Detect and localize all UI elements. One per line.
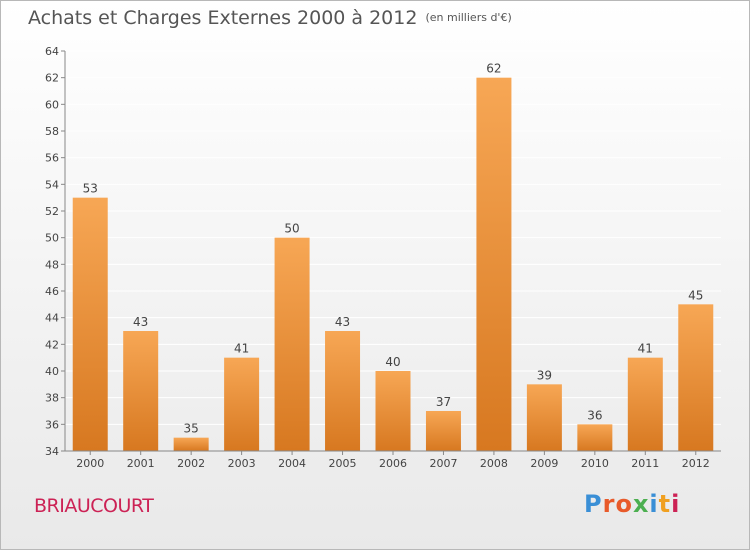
bar-2003 [224,357,260,451]
y-tick-label: 36 [45,418,59,431]
logo-letter: i [671,490,681,518]
x-tick-label: 2004 [278,457,306,470]
title-text: Achats et Charges Externes 2000 à 2012 [28,7,418,29]
x-tick-label: 2002 [177,457,205,470]
data-label: 53 [83,182,98,196]
data-label: 41 [638,342,653,356]
data-label: 43 [335,315,350,329]
y-tick-label: 52 [45,205,59,218]
y-tick-label: 54 [45,178,59,191]
bar-2005 [325,331,361,451]
data-label: 45 [688,288,703,302]
logo-letter: x [632,490,650,518]
data-label: 62 [486,62,501,76]
x-tick-label: 2006 [379,457,407,470]
bar-2009 [526,384,562,451]
x-tick-label: 2009 [530,457,558,470]
commune-name: BRIAUCOURT [34,495,154,517]
data-label: 41 [234,342,249,356]
x-tick-label: 2000 [76,457,104,470]
chart-title: Achats et Charges Externes 2000 à 2012 (e… [28,7,512,29]
bar-2002 [173,437,209,451]
data-label: 50 [284,222,299,236]
data-label: 36 [587,408,602,422]
data-label: 37 [436,395,451,409]
logo-letter: t [658,490,672,518]
x-tick-label: 2001 [127,457,155,470]
chart-subtitle: (en milliers d'€) [425,11,512,24]
x-tick-label: 2008 [480,457,508,470]
bar-2007 [425,411,461,451]
y-tick-label: 44 [45,312,59,325]
y-tick-label: 64 [45,45,59,58]
x-tick-label: 2010 [581,457,609,470]
bar-2006 [375,371,411,451]
y-tick-label: 50 [45,232,59,245]
y-tick-label: 60 [45,98,59,111]
data-label: 43 [133,315,148,329]
bar-2004 [274,237,310,451]
y-tick-label: 48 [45,258,59,271]
proxiti-logo[interactable]: Proxiti [584,490,680,518]
x-tick-label: 2012 [682,457,710,470]
logo-letter: o [615,490,633,518]
logo-letter: i [649,490,659,518]
bar-2012 [678,304,714,451]
y-tick-label: 56 [45,152,59,165]
bar-2001 [123,331,159,451]
x-tick-label: 2005 [329,457,357,470]
x-tick-label: 2007 [429,457,457,470]
y-tick-label: 62 [45,72,59,85]
x-tick-label: 2003 [228,457,256,470]
y-tick-label: 42 [45,338,59,351]
x-tick-label: 2011 [631,457,659,470]
y-tick-label: 58 [45,125,59,138]
bar-2000 [72,197,108,451]
y-tick-label: 34 [45,445,59,458]
data-label: 35 [184,422,199,436]
logo-letter: r [602,490,616,518]
bar-2011 [627,357,663,451]
y-tick-label: 38 [45,392,59,405]
bar-2010 [577,424,613,451]
y-tick-label: 40 [45,365,59,378]
data-label: 39 [537,368,552,382]
logo-letter: P [584,490,603,518]
data-label: 40 [385,355,400,369]
bar-2008 [476,77,512,452]
y-tick-label: 46 [45,285,59,298]
